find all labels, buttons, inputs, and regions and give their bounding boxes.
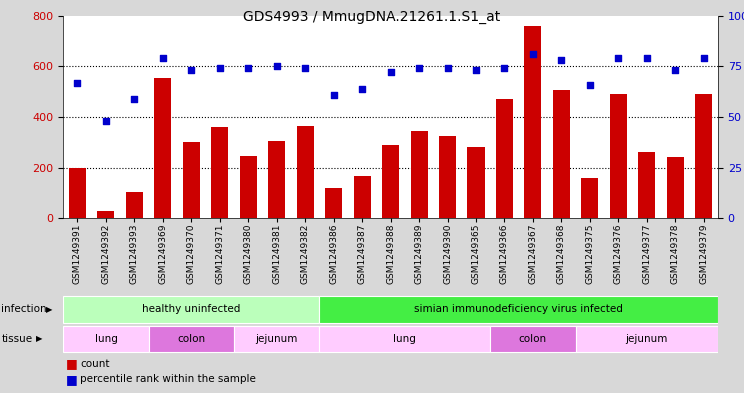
Point <box>129 95 141 102</box>
Bar <box>319 296 718 323</box>
Bar <box>382 145 399 218</box>
Text: infection: infection <box>1 305 47 314</box>
Bar <box>439 136 456 218</box>
Point <box>556 57 568 63</box>
Text: lung: lung <box>394 334 417 344</box>
Bar <box>610 94 627 218</box>
Text: count: count <box>80 358 110 369</box>
Point <box>299 65 311 72</box>
Point <box>413 65 425 72</box>
Point <box>527 51 539 57</box>
Bar <box>525 26 542 218</box>
Bar <box>97 211 115 218</box>
Bar <box>496 99 513 218</box>
Point <box>641 55 652 61</box>
Bar <box>297 126 314 218</box>
Point <box>498 65 510 72</box>
Bar <box>467 147 484 218</box>
Point <box>670 67 682 73</box>
Point <box>214 65 225 72</box>
Text: ■: ■ <box>65 373 77 386</box>
Text: healthy uninfected: healthy uninfected <box>142 305 240 314</box>
Point <box>271 63 283 70</box>
Text: percentile rank within the sample: percentile rank within the sample <box>80 374 256 384</box>
Point <box>612 55 624 61</box>
Bar <box>183 142 200 218</box>
Bar <box>240 156 257 218</box>
Text: jejunum: jejunum <box>255 334 298 344</box>
Bar <box>553 90 570 218</box>
Bar <box>667 157 684 218</box>
Point <box>327 92 339 98</box>
Bar <box>638 152 655 218</box>
Bar <box>126 191 143 218</box>
Point <box>100 118 112 124</box>
Bar <box>325 188 342 218</box>
Bar <box>695 94 712 218</box>
Bar <box>154 78 171 218</box>
Bar <box>581 178 598 218</box>
Point <box>71 79 83 86</box>
Bar <box>63 326 149 352</box>
Bar <box>149 326 234 352</box>
Bar <box>211 127 228 218</box>
Text: jejunum: jejunum <box>626 334 668 344</box>
Point <box>385 69 397 75</box>
Text: lung: lung <box>94 334 118 344</box>
Point <box>584 81 596 88</box>
Bar <box>234 326 319 352</box>
Text: simian immunodeficiency virus infected: simian immunodeficiency virus infected <box>414 305 623 314</box>
Point <box>157 55 169 61</box>
Bar <box>69 167 86 218</box>
Point <box>243 65 254 72</box>
Point <box>185 67 197 73</box>
Point <box>356 85 368 92</box>
Point <box>442 65 454 72</box>
Bar <box>268 141 285 218</box>
Bar <box>353 176 371 218</box>
Point <box>470 67 482 73</box>
Text: ▶: ▶ <box>36 334 43 343</box>
Text: colon: colon <box>177 334 205 344</box>
Bar <box>63 296 319 323</box>
Bar <box>319 326 490 352</box>
Bar <box>490 326 576 352</box>
Bar <box>576 326 718 352</box>
Bar <box>411 131 428 218</box>
Point <box>698 55 710 61</box>
Text: ▶: ▶ <box>46 305 53 314</box>
Text: GDS4993 / MmugDNA.21261.1.S1_at: GDS4993 / MmugDNA.21261.1.S1_at <box>243 10 501 24</box>
Text: ■: ■ <box>65 357 77 370</box>
Text: tissue: tissue <box>1 334 33 344</box>
Text: colon: colon <box>519 334 547 344</box>
